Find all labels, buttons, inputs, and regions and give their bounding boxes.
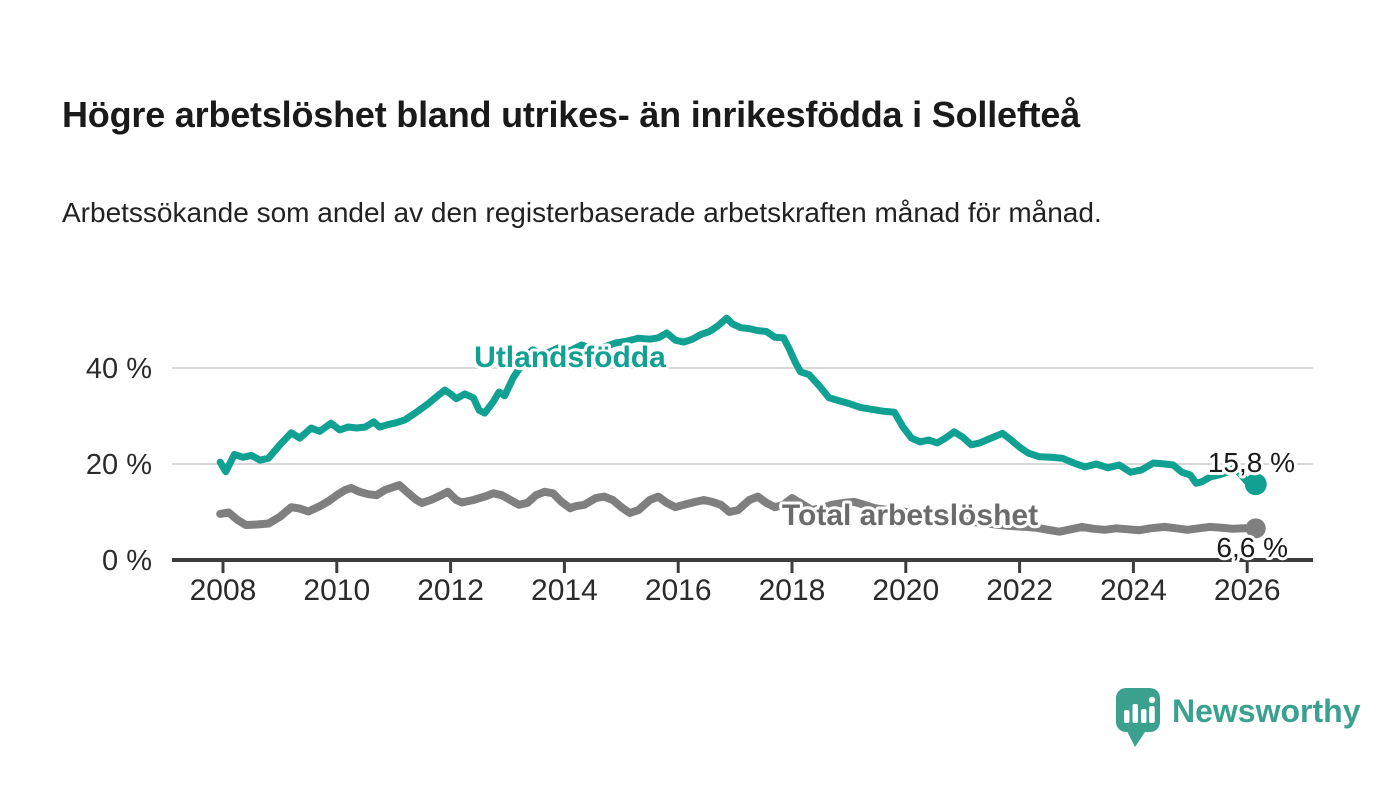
series-name-label: Total arbetslöshet: [782, 499, 1038, 532]
series-name-label: Utlandsfödda: [474, 341, 666, 374]
x-axis-tick-label: 2020: [872, 574, 939, 607]
logo-bubble-tail: [1126, 729, 1147, 747]
x-axis-tick-label: 2026: [1214, 574, 1281, 607]
series-end-dot: [1245, 518, 1266, 539]
series-line-utlandsf-dda: [216, 314, 1260, 488]
logo-bar-icon: [1124, 710, 1130, 723]
x-axis-tick-label: 2012: [417, 574, 484, 607]
x-axis-tick-label: 2014: [531, 574, 598, 607]
x-axis-tick-label: 2008: [190, 574, 257, 607]
series-value-label: 15,8 %: [1208, 447, 1295, 478]
logo-bar-icon: [1132, 704, 1138, 723]
x-axis-tick-label: 2018: [759, 574, 826, 607]
series-value-label: 6,6 %: [1216, 532, 1288, 563]
x-axis-tick-label: 2024: [1100, 574, 1167, 607]
x-axis-tick-label: 2010: [303, 574, 370, 607]
page-title: Högre arbetslöshet bland utrikes- än inr…: [62, 94, 1081, 136]
y-axis-tick-label: 0 %: [102, 545, 152, 577]
newsworthy-logo-icon: [1116, 688, 1160, 747]
logo-exclamation-dot-icon: [1148, 696, 1156, 704]
y-axis-tick-label: 20 %: [86, 449, 152, 481]
x-axis-tick-label: 2022: [986, 574, 1053, 607]
newsworthy-logo: Newsworthy: [1116, 688, 1361, 747]
page-subtitle: Arbetssökande som andel av den registerb…: [62, 197, 1102, 228]
logo-bar-icon: [1141, 709, 1147, 723]
newsworthy-wordmark: Newsworthy: [1172, 693, 1361, 729]
y-axis-tick-label: 40 %: [86, 353, 152, 385]
series-end-dot: [1244, 473, 1267, 496]
series-layer: [216, 314, 1267, 539]
logo-exclamation-bar-icon: [1149, 706, 1155, 723]
labels-layer: 0 % 20 % 40 % 2008 2010 2012 2014 2016 2018 2020 2…: [86, 338, 1298, 607]
x-axis-tick-label: 2016: [645, 574, 712, 607]
series-line-total-arbetsl-shet: [216, 481, 1260, 536]
